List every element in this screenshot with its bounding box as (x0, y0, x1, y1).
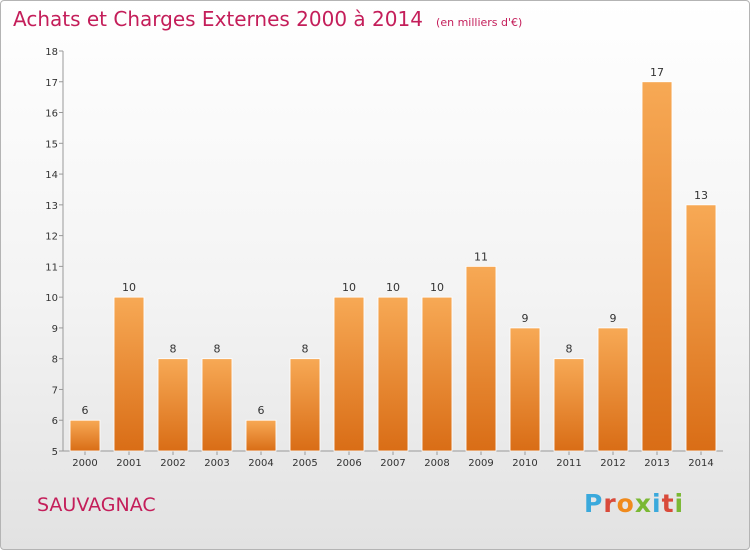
value-label-2007: 10 (386, 281, 400, 294)
bar-2009 (465, 265, 497, 452)
y-tick-label: 5 (52, 447, 58, 458)
chart-value-labels: 6 10 8 8 6 8 10 10 10 11 9 8 9 17 13 (82, 66, 709, 417)
x-tick-label-2000: 2000 (72, 458, 97, 469)
y-tick-label: 6 (52, 416, 58, 427)
logo-letter: i (674, 489, 685, 518)
value-label-2012: 9 (610, 312, 617, 325)
value-label-2001: 10 (122, 281, 136, 294)
value-label-2013: 17 (650, 66, 664, 79)
bar-2002 (157, 358, 189, 452)
bar-2014 (685, 204, 717, 452)
chart-subtitle: (en milliers d'€) (436, 16, 523, 29)
y-tick-label: 9 (52, 324, 58, 335)
x-tick-label-2010: 2010 (512, 458, 537, 469)
x-tick-label-2001: 2001 (116, 458, 141, 469)
value-label-2009: 11 (474, 250, 488, 263)
bar-2001 (113, 296, 145, 452)
logo-letter: t (661, 489, 675, 518)
logo-letter: i (652, 489, 662, 518)
chart-bars (69, 81, 717, 452)
value-label-2006: 10 (342, 281, 356, 294)
x-tick-label-2012: 2012 (600, 458, 625, 469)
logo-letter: P (584, 489, 604, 518)
x-tick-label-2004: 2004 (248, 458, 273, 469)
y-tick-label: 17 (45, 78, 58, 89)
y-tick-label: 16 (45, 109, 58, 120)
x-tick-label-2002: 2002 (160, 458, 185, 469)
value-label-2008: 10 (430, 281, 444, 294)
bar-2004 (245, 419, 277, 452)
x-tick-label-2008: 2008 (424, 458, 449, 469)
y-tick-label: 13 (45, 201, 58, 212)
x-tick-label-2005: 2005 (292, 458, 317, 469)
bar-2005 (289, 358, 321, 452)
y-tick-label: 14 (45, 170, 58, 181)
y-tick-label: 7 (52, 385, 58, 396)
bar-2006 (333, 296, 365, 452)
value-label-2005: 8 (302, 343, 309, 356)
x-tick-label-2013: 2013 (644, 458, 669, 469)
x-tick-label-2014: 2014 (688, 458, 713, 469)
bar-2007 (377, 296, 409, 452)
x-tick-label-2003: 2003 (204, 458, 229, 469)
logo-letter: x (634, 489, 652, 518)
chart-title: Achats et Charges Externes 2000 à 2014 (13, 7, 423, 31)
y-tick-label: 11 (45, 262, 58, 273)
value-label-2011: 8 (566, 343, 573, 356)
value-label-2010: 9 (522, 312, 529, 325)
value-label-2004: 6 (258, 404, 265, 417)
bar-2003 (201, 358, 233, 452)
value-label-2014: 13 (694, 189, 708, 202)
bar-2012 (597, 327, 629, 452)
y-tick-label: 18 (45, 47, 58, 58)
y-tick-label: 10 (45, 293, 58, 304)
value-label-2000: 6 (82, 404, 89, 417)
bar-2000 (69, 419, 101, 452)
value-label-2003: 8 (214, 343, 221, 356)
logo-letter: r (603, 489, 617, 518)
location-label: SAUVAGNAC (37, 494, 156, 516)
proxiti-logo[interactable]: Proxiti (584, 489, 684, 518)
x-tick-label-2009: 2009 (468, 458, 493, 469)
x-tick-label-2011: 2011 (556, 458, 581, 469)
y-tick-label: 12 (45, 232, 58, 243)
chart-title-block: Achats et Charges Externes 2000 à 2014 (… (13, 7, 522, 31)
y-tick-label: 8 (52, 355, 58, 366)
y-tick-label: 15 (45, 139, 58, 150)
x-tick-label-2006: 2006 (336, 458, 361, 469)
bar-2013 (641, 81, 673, 452)
bar-2011 (553, 358, 585, 452)
bar-2008 (421, 296, 453, 452)
x-tick-label-2007: 2007 (380, 458, 405, 469)
logo-letter: o (616, 489, 635, 518)
bar-2010 (509, 327, 541, 452)
value-label-2002: 8 (170, 343, 177, 356)
